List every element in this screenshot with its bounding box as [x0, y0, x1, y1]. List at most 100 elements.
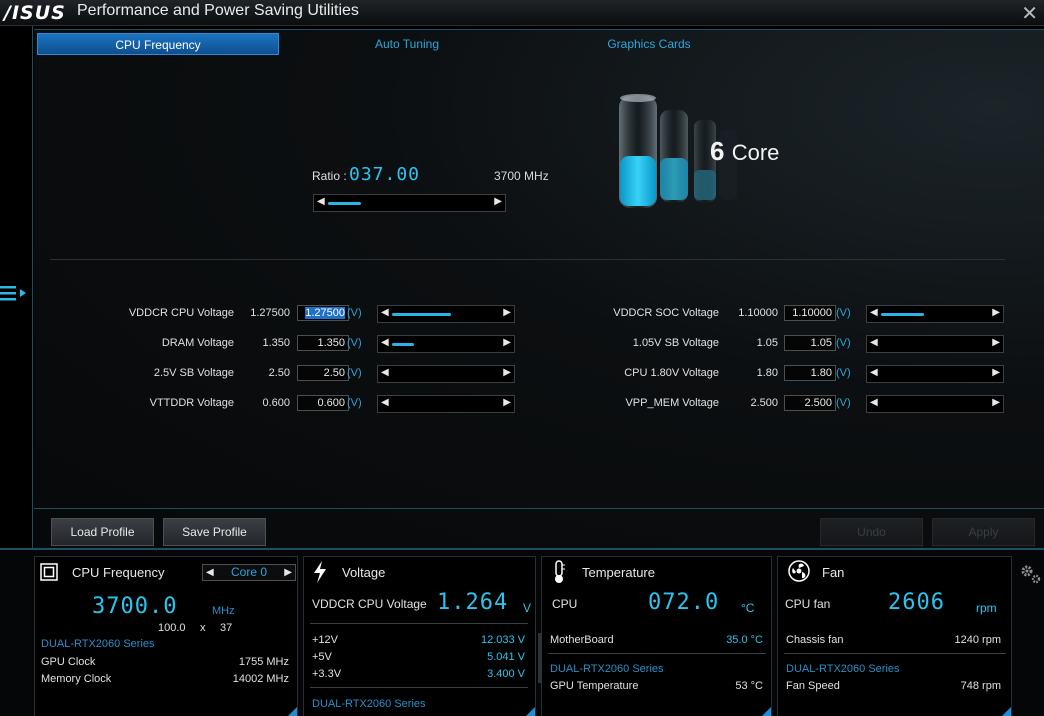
- card-expand-corner[interactable]: [761, 707, 771, 716]
- slider-right-arrow-icon[interactable]: ▶: [503, 397, 511, 408]
- v12-value: 12.033 V: [480, 634, 525, 646]
- core-select-left-icon[interactable]: ◀: [206, 567, 214, 578]
- voltage-label: VDDCR CPU Voltage: [128, 307, 234, 319]
- slider-right-arrow-icon[interactable]: ▶: [503, 367, 511, 378]
- slider-right-arrow-icon[interactable]: ▶: [503, 307, 511, 318]
- ratio-slider[interactable]: ◀ ▶: [313, 194, 506, 212]
- voltage-input[interactable]: 2.50: [297, 365, 349, 381]
- multiplier-value: 37: [220, 622, 233, 634]
- voltage-slider[interactable]: ◀ ▶: [377, 365, 515, 383]
- voltage-input-value: 1.80: [810, 367, 832, 379]
- fan-gpu-name: DUAL-RTX2060 Series: [786, 663, 900, 675]
- slider-left-arrow-icon[interactable]: ◀: [870, 397, 878, 408]
- voltage-unit: (V): [347, 337, 362, 349]
- core-count-label: 6 Core: [710, 136, 779, 167]
- ratio-value: 037.00: [349, 164, 421, 185]
- voltage-input[interactable]: 1.27500: [297, 305, 349, 321]
- tab-auto-tuning[interactable]: Auto Tuning: [374, 37, 440, 51]
- voltage-input-value: 2.500: [804, 397, 832, 409]
- voltage-label: VTTDDR Voltage: [149, 397, 234, 409]
- gpu-fan-value: 748 rpm: [960, 680, 1001, 692]
- slider-left-arrow-icon[interactable]: ◀: [381, 337, 389, 348]
- voltage-label: DRAM Voltage: [161, 337, 234, 349]
- voltage-slider[interactable]: ◀ ▶: [377, 395, 515, 413]
- voltage-slider[interactable]: ◀ ▶: [866, 365, 1004, 383]
- voltage-slider[interactable]: ◀ ▶: [377, 305, 515, 323]
- left-rail: [0, 26, 33, 548]
- slider-left-arrow-icon[interactable]: ◀: [381, 367, 389, 378]
- voltage-current: 1.10000: [738, 307, 778, 319]
- save-profile-button[interactable]: Save Profile: [163, 518, 266, 546]
- cpu-fan-unit: rpm: [976, 601, 997, 615]
- voltage-input[interactable]: 1.05: [784, 335, 836, 351]
- fan-card: Fan CPU fan 2606 rpm Chassis fan 1240 rp…: [777, 556, 1012, 716]
- apply-button[interactable]: Apply: [932, 518, 1035, 546]
- voltage-slider[interactable]: ◀ ▶: [866, 335, 1004, 353]
- menu-toggle-icon[interactable]: [0, 282, 28, 304]
- asus-logo: /ISUS: [4, 2, 66, 24]
- slider-right-arrow-icon[interactable]: ▶: [992, 337, 1000, 348]
- settings-gear-icon[interactable]: [1018, 562, 1042, 592]
- voltage-input[interactable]: 0.600: [297, 395, 349, 411]
- voltage-unit: (V): [347, 307, 362, 319]
- tab-cpu-frequency[interactable]: CPU Frequency: [37, 33, 279, 55]
- voltage-input-value: 0.600: [317, 397, 345, 409]
- slider-left-arrow-icon[interactable]: ◀: [381, 307, 389, 318]
- slider-right-arrow-icon[interactable]: ▶: [503, 337, 511, 348]
- temp-scrollbar[interactable]: [538, 633, 542, 683]
- slider-left-arrow-icon[interactable]: ◀: [317, 196, 325, 207]
- slider-right-arrow-icon[interactable]: ▶: [992, 367, 1000, 378]
- core-count-number: 6: [710, 136, 725, 166]
- ratio-label: Ratio :: [312, 169, 347, 183]
- multiply-sign: x: [200, 622, 206, 634]
- voltage-slider[interactable]: ◀ ▶: [866, 395, 1004, 413]
- v5-label: +5V: [312, 651, 332, 663]
- slider-left-arrow-icon[interactable]: ◀: [870, 337, 878, 348]
- gpu-clock-label: GPU Clock: [41, 656, 96, 668]
- tab-graphics-cards[interactable]: Graphics Cards: [607, 37, 691, 51]
- slider-left-arrow-icon[interactable]: ◀: [870, 307, 878, 318]
- voltage-sep: [310, 623, 528, 624]
- voltage-current: 0.600: [262, 397, 290, 409]
- card-expand-corner[interactable]: [1001, 707, 1011, 716]
- voltage-sep-2: [310, 687, 528, 688]
- slider-left-arrow-icon[interactable]: ◀: [381, 397, 389, 408]
- voltage-input[interactable]: 1.10000: [784, 305, 836, 321]
- memory-clock-label: Memory Clock: [41, 673, 112, 685]
- close-icon[interactable]: ✕: [1021, 3, 1038, 25]
- gpu-name: DUAL-RTX2060 Series: [41, 638, 155, 650]
- gpu-temp-label: GPU Temperature: [550, 680, 639, 692]
- slider-left-arrow-icon[interactable]: ◀: [870, 367, 878, 378]
- slider-right-arrow-icon[interactable]: ▶: [992, 397, 1000, 408]
- temp-gpu-name: DUAL-RTX2060 Series: [550, 663, 664, 675]
- core-select[interactable]: ◀ Core 0 ▶: [202, 564, 296, 581]
- voltage-input[interactable]: 1.80: [784, 365, 836, 381]
- tab-bar: CPU Frequency Auto Tuning Graphics Cards: [37, 33, 1037, 55]
- temp-sep: [548, 653, 766, 654]
- voltage-label: CPU 1.80V Voltage: [624, 367, 719, 379]
- slider-fill: [328, 202, 361, 205]
- voltage-input[interactable]: 1.350: [297, 335, 349, 351]
- slider-right-arrow-icon[interactable]: ▶: [494, 196, 502, 207]
- slider-right-arrow-icon[interactable]: ▶: [992, 307, 1000, 318]
- cpu-fan-label: CPU fan: [785, 597, 831, 611]
- card-expand-corner[interactable]: [287, 707, 297, 716]
- card-expand-corner[interactable]: [525, 707, 535, 716]
- voltage-current: 2.500: [750, 397, 778, 409]
- chassis-fan-label: Chassis fan: [786, 634, 844, 646]
- core-select-right-icon[interactable]: ▶: [284, 567, 292, 578]
- section-divider: [50, 259, 1005, 260]
- gpu-fan-label: Fan Speed: [786, 680, 840, 692]
- voltage-input[interactable]: 2.500: [784, 395, 836, 411]
- bottom-divider: [34, 508, 1044, 509]
- motherboard-temp-value: 35.0 °C: [726, 634, 763, 646]
- voltage-slider[interactable]: ◀ ▶: [866, 305, 1004, 323]
- voltage-label: 2.5V SB Voltage: [153, 367, 234, 379]
- undo-button[interactable]: Undo: [820, 518, 923, 546]
- vddcr-cpu-label: VDDCR CPU Voltage: [312, 597, 427, 611]
- load-profile-button[interactable]: Load Profile: [51, 518, 154, 546]
- memory-clock-value: 14002 MHz: [232, 673, 289, 685]
- cpu-temp-unit: °C: [741, 601, 755, 615]
- voltage-slider[interactable]: ◀ ▶: [377, 335, 515, 353]
- voltage-unit: (V): [347, 367, 362, 379]
